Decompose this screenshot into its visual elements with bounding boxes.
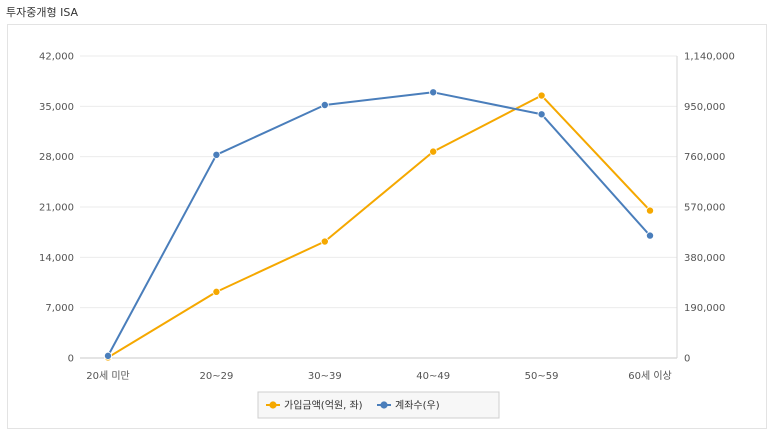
series-2-point[interactable] <box>646 231 655 240</box>
series-1-point[interactable] <box>537 91 546 100</box>
x-tick-label: 20세 미만 <box>86 370 130 382</box>
legend-item-label[interactable]: 계좌수(우) <box>395 400 440 412</box>
series-1-point[interactable] <box>320 237 329 246</box>
legend-swatch-marker <box>269 401 277 409</box>
x-tick-label: 60세 이상 <box>628 370 672 382</box>
series-2-point[interactable] <box>320 101 329 110</box>
y-right-tick-label: 1,140,000 <box>684 52 735 63</box>
series-1-point[interactable] <box>646 206 655 215</box>
y-right-tick-label: 380,000 <box>684 253 725 264</box>
x-tick-label: 40~49 <box>416 371 450 382</box>
legend[interactable]: 가입금액(억원, 좌) 계좌수(우) <box>257 391 500 419</box>
x-tick-label: 50~59 <box>525 371 559 382</box>
y-left-tick-label: 42,000 <box>39 52 74 63</box>
y-left-tick-label: 28,000 <box>39 152 74 163</box>
grid-lines <box>80 55 677 359</box>
series-2-point[interactable] <box>537 110 546 119</box>
series-line-2 <box>107 91 651 357</box>
series-line-1 <box>107 94 651 359</box>
x-tick-label: 30~39 <box>308 371 342 382</box>
y-right-tick-label: 190,000 <box>684 303 725 314</box>
y-left-tick-label: 0 <box>68 354 74 365</box>
legend-swatch-marker <box>380 401 388 409</box>
y-right-tick-label: 570,000 <box>684 203 725 214</box>
y-left-tick-label: 21,000 <box>39 203 74 214</box>
chart-frame <box>7 24 767 429</box>
y-left-tick-label: 14,000 <box>39 253 74 264</box>
y-left-tick-label: 7,000 <box>45 303 74 314</box>
axes: 0 0 7,000 190,000 14,000 380,000 21,000 570,000… <box>39 52 735 383</box>
legend-item-label[interactable]: 가입금액(억원, 좌) <box>284 399 363 412</box>
x-tick-label: 20~29 <box>199 371 233 382</box>
series-2-point[interactable] <box>212 150 221 159</box>
series-2-point[interactable] <box>104 351 113 360</box>
series-layer <box>104 88 655 362</box>
series-2-point[interactable] <box>429 88 438 97</box>
y-right-tick-label: 0 <box>684 354 690 365</box>
series-1-point[interactable] <box>429 147 438 156</box>
page-title: 투자중개형 ISA <box>6 6 79 19</box>
y-right-tick-label: 760,000 <box>684 152 725 163</box>
y-left-tick-label: 35,000 <box>39 102 74 113</box>
y-right-tick-label: 950,000 <box>684 102 725 113</box>
series-1-point[interactable] <box>212 287 221 296</box>
